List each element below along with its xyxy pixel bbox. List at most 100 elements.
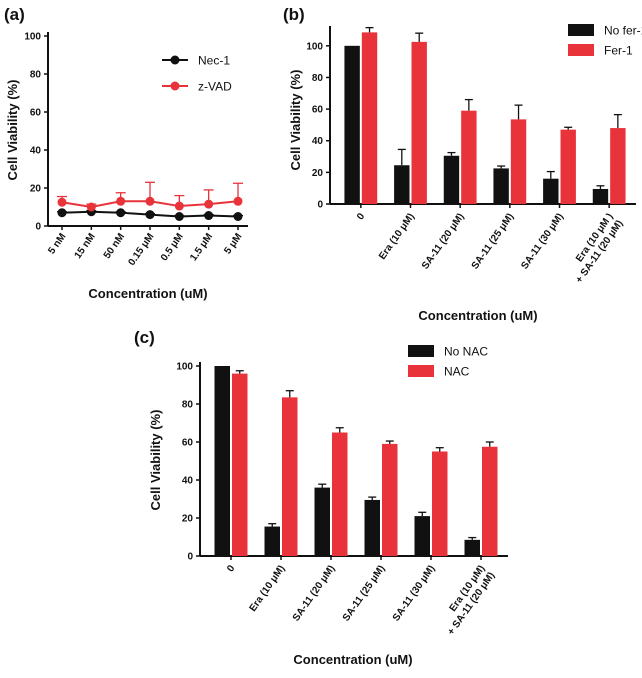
panel-a-y-tick-label: 20: [30, 184, 42, 195]
legend-marker: [170, 81, 180, 91]
panel-c-bar: [232, 373, 248, 556]
panel-a-x-axis-title: Concentration (uM): [88, 286, 207, 301]
panel-b-y-tick-label: 20: [312, 168, 324, 179]
panel-c-x-tick-label: 0: [225, 563, 237, 574]
panel-c-y-tick-label: 100: [176, 362, 193, 373]
panel-a-y-tick-label: 40: [30, 146, 42, 157]
panel-a-x-tick-label: 15 nM: [73, 231, 98, 261]
panel-a-y-tick-label: 0: [35, 222, 41, 233]
panel-a-data-point: [116, 196, 126, 206]
legend-label: Fer-1: [604, 44, 633, 58]
legend-swatch: [408, 365, 434, 377]
panel-a-y-tick-label: 80: [30, 70, 42, 81]
panel-b-x-tick-label: 0: [355, 211, 367, 222]
panel-b-bar: [543, 178, 559, 204]
panel-c-x-tick-label: SA-11 (30 μM): [391, 563, 438, 623]
panel-a-data-point: [145, 196, 155, 206]
panel-b-bar: [344, 45, 360, 205]
panel-a-data-point: [57, 208, 67, 218]
panel-c-y-tick-label: 20: [182, 514, 194, 525]
panel-b-bar: [510, 119, 527, 204]
panel-b-x-tick-label: Era (10 μM )+ SA-11 (20 μM): [564, 211, 625, 285]
legend-swatch: [568, 24, 594, 36]
panel-c-x-tick-label: SA-11 (20 μM): [291, 563, 338, 623]
panel-b-bar: [461, 110, 477, 204]
panel-c-bar-chart: (c) Cell Viability (%) Concentration (uM…: [134, 328, 508, 667]
panel-b-bar: [493, 168, 509, 204]
panel-b-y-tick-label: 100: [306, 41, 323, 52]
panel-c-y-axis-title: Cell Viability (%): [148, 410, 163, 511]
panel-c-bar: [464, 539, 480, 556]
panel-a-x-tick-label: 5 nM: [46, 231, 68, 256]
panel-c-bar: [282, 397, 298, 556]
panel-b-bar: [560, 129, 576, 204]
panel-c-y-tick-label: 0: [187, 552, 193, 563]
panel-b-bar-chart: (b) Cell Viability (%) Concentration (uM…: [283, 5, 642, 323]
panel-c-letter: (c): [134, 328, 155, 347]
panel-a-letter: (a): [4, 5, 25, 24]
legend-label: NAC: [444, 365, 470, 379]
panel-b-x-tick-label: SA-11 (30 μM): [519, 211, 566, 271]
panel-c-bar: [414, 516, 430, 556]
panel-a-data-point: [174, 212, 184, 221]
panel-a-x-tick-label: 0.5 μM: [159, 231, 186, 263]
panel-a-data-point: [57, 197, 67, 207]
panel-c-x-tick-label: SA-11 (25 μM): [341, 563, 388, 623]
panel-a-x-tick-label: 5 μM: [222, 231, 244, 256]
panel-a-data-point: [116, 208, 126, 218]
panel-c-bar: [314, 487, 330, 556]
legend-label: No NAC: [444, 345, 488, 359]
panel-b-x-tick-label: SA-11 (20 μM): [420, 211, 467, 271]
panel-b-bar: [610, 128, 626, 204]
panel-a-x-tick-label: 50 nM: [102, 231, 127, 261]
panel-c-bar: [364, 499, 380, 556]
panel-c-bar: [264, 526, 280, 556]
panel-b-y-tick-label: 0: [317, 200, 323, 211]
panel-b-letter: (b): [283, 5, 305, 24]
panel-a-y-tick-label: 100: [24, 32, 41, 43]
panel-b-bar: [361, 32, 378, 204]
panel-c-y-tick-label: 80: [182, 400, 194, 411]
panel-c-bar: [214, 366, 230, 556]
panel-a-x-tick-label: 1.5 μM: [188, 231, 215, 263]
panel-c-bar: [382, 443, 398, 556]
panel-c-legend: No NAC NAC: [408, 345, 488, 379]
legend-label: No fer-1: [604, 24, 642, 38]
panel-c-y-tick-label: 60: [182, 438, 194, 449]
panel-b-bar: [443, 155, 460, 204]
panel-b-bar: [592, 188, 609, 204]
panel-b-x-axis-title: Concentration (uM): [418, 308, 537, 323]
panel-c-bar: [332, 432, 348, 556]
panel-b-y-tick-label: 60: [312, 105, 324, 116]
panel-b-bar: [411, 41, 427, 205]
panel-a-y-tick-label: 60: [30, 108, 42, 119]
legend-swatch: [568, 44, 594, 56]
panel-a-data-point: [145, 210, 155, 220]
panel-c-x-tick-label: Era (10 μM): [248, 563, 288, 613]
panel-c-y-tick-label: 40: [182, 476, 194, 487]
panel-b-y-axis-title: Cell Viability (%): [288, 70, 303, 171]
legend-label: Nec-1: [198, 54, 230, 68]
panel-b-x-tick-label: Era (10 μM): [377, 211, 417, 261]
panel-a-data-point: [204, 211, 214, 221]
panel-c-x-tick-label: Era (10 μM)+ SA-11 (20 μM): [436, 563, 497, 637]
panel-b-y-tick-label: 80: [312, 73, 324, 84]
panel-a-data-point: [233, 212, 243, 221]
panel-a-x-tick-label: 0.15 μM: [126, 231, 156, 267]
panel-a-line-chart: (a) Cell Viability (%) Concentration (uM…: [4, 5, 248, 301]
legend-swatch: [408, 345, 434, 357]
panel-a-y-axis-title: Cell Viability (%): [5, 80, 20, 181]
panel-a-data-point: [204, 199, 214, 209]
legend-marker: [170, 55, 180, 65]
panel-b-x-tick-label: SA-11 (25 μM): [470, 211, 517, 271]
panel-a-data-point: [233, 196, 243, 206]
legend-label: z-VAD: [198, 80, 232, 94]
panel-c-x-axis-title: Concentration (uM): [293, 652, 412, 667]
panel-c-bar: [432, 451, 448, 556]
panel-b-bar: [394, 165, 410, 204]
panel-b-y-tick-label: 40: [312, 136, 324, 147]
panel-a-data-point: [174, 201, 184, 211]
